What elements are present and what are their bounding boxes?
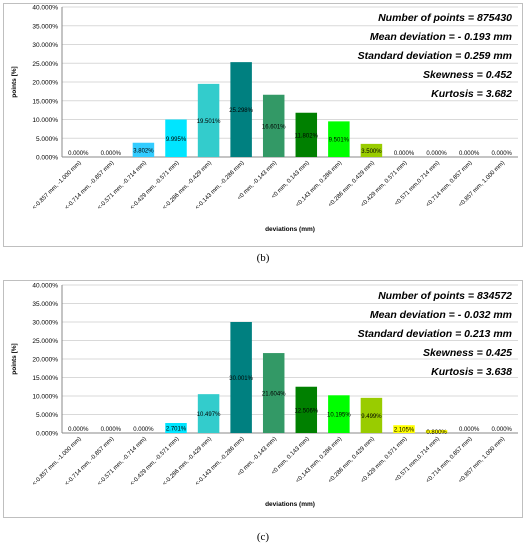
data-label: 19.501% xyxy=(197,119,221,125)
stat-line: Skewness = 0.425 xyxy=(423,347,512,359)
x-axis-label: deviations (mm) xyxy=(265,501,315,508)
data-label: 0.000% xyxy=(68,151,89,157)
y-tick-label: 25.000% xyxy=(32,338,58,345)
chart-panel-c: 0.000% 5.000% 10.000% 15.000% 20.000% 25.000%… xyxy=(0,277,526,550)
bar xyxy=(295,112,318,157)
stat-line: Number of points = 834572 xyxy=(378,290,512,302)
data-label: 9.499% xyxy=(361,414,382,420)
y-tick-label: 20.000% xyxy=(32,357,58,364)
data-label: 0.000% xyxy=(101,427,122,433)
data-label: 10.497% xyxy=(197,412,221,418)
bar xyxy=(197,394,220,433)
y-tick-label: 20.000% xyxy=(32,80,58,87)
y-tick-label: 5.000% xyxy=(36,412,58,419)
y-tick-label: 40.000% xyxy=(32,5,58,12)
y-tick-label: 30.000% xyxy=(32,42,58,49)
y-tick-label: 25.000% xyxy=(32,61,58,68)
stat-line: Number of points = 875430 xyxy=(378,12,512,24)
stat-line: Mean deviation = - 0.193 mm xyxy=(370,31,512,43)
stat-line: Mean deviation = - 0.032 mm xyxy=(370,309,512,321)
stat-line: Kurtosis = 3.682 xyxy=(431,88,512,100)
y-tick-label: 0.000% xyxy=(36,431,58,438)
bar xyxy=(393,425,415,433)
data-label: 0.000% xyxy=(68,427,89,433)
bar xyxy=(360,143,383,157)
y-tick-label: 0.000% xyxy=(36,155,58,162)
y-tick-label: 15.000% xyxy=(32,375,58,382)
data-label: 16.601% xyxy=(262,124,286,130)
y-tick-label: 40.000% xyxy=(32,283,58,290)
y-axis-label: points [%] xyxy=(11,66,18,97)
data-label: 0.800% xyxy=(426,430,447,436)
data-label: 0.000% xyxy=(459,427,480,433)
y-tick-label: 30.000% xyxy=(32,320,58,327)
histogram-chart-c: 0.000% 5.000% 10.000% 15.000% 20.000% 25.000%… xyxy=(11,283,518,508)
data-label: 0.000% xyxy=(492,427,513,433)
bar xyxy=(328,121,350,157)
x-axis-label: deviations (mm) xyxy=(265,226,315,233)
data-label: 2.701% xyxy=(166,427,187,433)
data-label: 30.001% xyxy=(229,376,253,382)
bar xyxy=(230,321,252,433)
bar xyxy=(197,83,220,157)
data-label: 3.802% xyxy=(133,148,154,154)
data-label: 10.195% xyxy=(327,413,351,419)
stat-line: Kurtosis = 3.638 xyxy=(431,366,512,378)
y-tick-label: 10.000% xyxy=(32,394,58,401)
bar xyxy=(230,62,252,157)
bar xyxy=(132,142,155,157)
bar xyxy=(262,353,285,433)
bar xyxy=(328,395,350,433)
data-label: 11.802% xyxy=(295,133,319,139)
bar xyxy=(165,119,187,157)
y-tick-label: 35.000% xyxy=(32,301,58,308)
data-label: 0.000% xyxy=(492,151,513,157)
chart-panel-b: 0.000% 5.000% 10.000% 15.000% 20.000% 25.000%… xyxy=(0,0,526,268)
y-tick-label: 15.000% xyxy=(32,98,58,105)
bar xyxy=(425,430,448,433)
data-label: 0.000% xyxy=(394,151,415,157)
figure-caption-c: (c) xyxy=(256,531,270,543)
bar xyxy=(360,397,383,433)
data-label: 9.501% xyxy=(329,138,350,144)
y-tick-label: 35.000% xyxy=(32,23,58,30)
bar xyxy=(295,386,318,433)
data-label: 21.604% xyxy=(262,392,286,398)
bar xyxy=(165,423,187,433)
data-label: 0.000% xyxy=(101,151,122,157)
y-tick-label: 5.000% xyxy=(36,136,58,143)
data-label: 0.000% xyxy=(426,151,447,157)
bar xyxy=(262,94,285,157)
y-tick-label: 10.000% xyxy=(32,117,58,124)
data-label: 3.500% xyxy=(361,149,382,155)
y-axis-label: points [%] xyxy=(11,343,18,374)
data-label: 12.506% xyxy=(294,408,318,414)
data-label: 2.105% xyxy=(394,428,415,434)
stat-line: Standard deviation = 0.213 mm xyxy=(358,328,512,340)
data-label: 25.298% xyxy=(229,108,253,114)
data-label: 0.000% xyxy=(459,151,480,157)
data-label: 0.000% xyxy=(133,427,154,433)
stat-line: Standard deviation = 0.259 mm xyxy=(358,50,512,62)
data-label: 9.995% xyxy=(166,137,187,143)
histogram-chart-b: 0.000% 5.000% 10.000% 15.000% 20.000% 25.000%… xyxy=(11,5,518,233)
figure-caption-b: (b) xyxy=(256,252,270,264)
stat-line: Skewness = 0.452 xyxy=(423,69,512,81)
